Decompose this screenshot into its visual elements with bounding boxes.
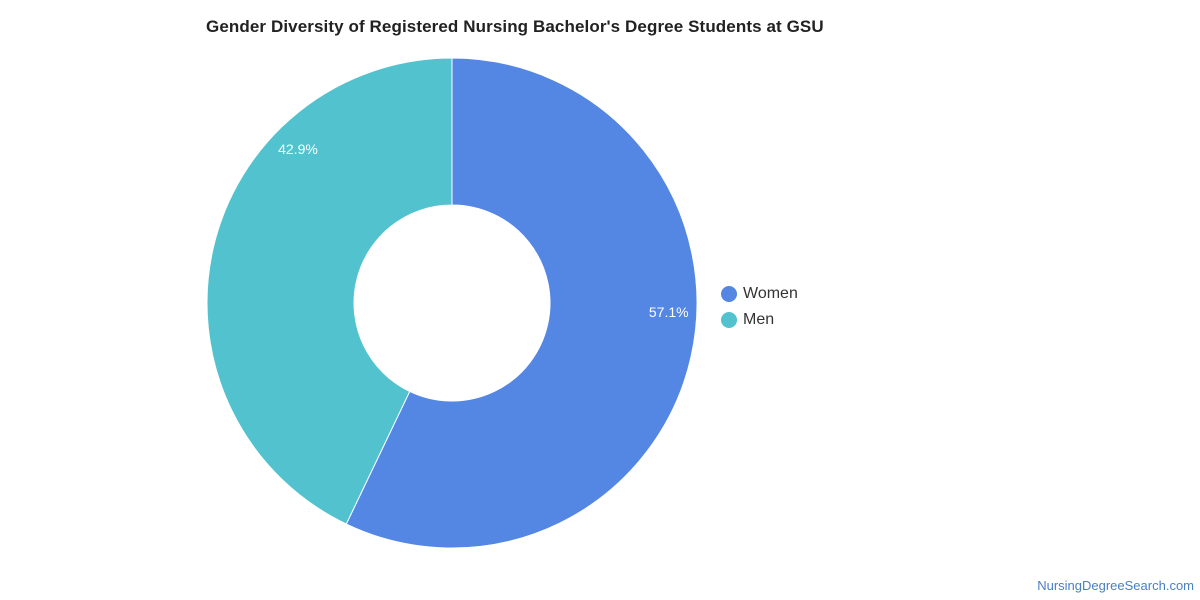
legend-label-men: Men xyxy=(743,311,775,328)
chart-title: Gender Diversity of Registered Nursing B… xyxy=(206,17,824,36)
legend-swatch-women xyxy=(721,286,737,302)
legend-swatch-men xyxy=(721,312,737,328)
legend: Women Men xyxy=(721,281,798,333)
legend-item-men[interactable]: Men xyxy=(721,307,798,333)
donut-slice-women[interactable] xyxy=(345,57,698,549)
legend-item-women[interactable]: Women xyxy=(721,281,798,307)
slice-label-men: 42.9% xyxy=(278,141,318,157)
donut-slice-men[interactable] xyxy=(206,57,453,525)
source-watermark-link[interactable]: NursingDegreeSearch.com xyxy=(1037,578,1194,593)
legend-label-women: Women xyxy=(743,285,798,302)
slice-label-women: 57.1% xyxy=(649,304,689,320)
